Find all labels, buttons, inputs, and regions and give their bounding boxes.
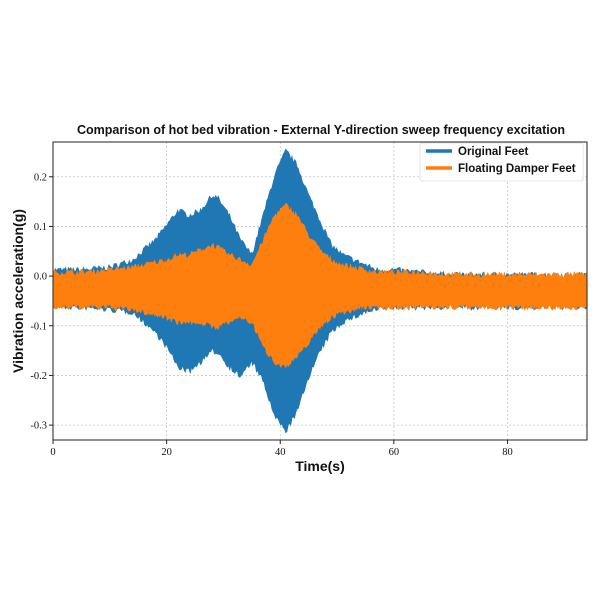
x-tick-label: 20	[161, 447, 172, 458]
y-tick-label: -0.3	[30, 421, 47, 432]
y-tick-label: -0.2	[30, 371, 47, 382]
y-tick-label: 0.1	[34, 222, 47, 233]
x-tick-label: 40	[275, 447, 286, 458]
x-tick-label: 0	[50, 447, 55, 458]
y-axis-label: Vibration acceleration(g)	[10, 209, 26, 373]
legend-box	[419, 142, 584, 182]
legend-label: Original Feet	[458, 146, 528, 158]
x-tick-label: 80	[502, 447, 513, 458]
legend: Original Feet Floating Damper Feet	[419, 142, 584, 182]
y-tick-label: 0.2	[34, 172, 47, 183]
chart-title: Comparison of hot bed vibration - Extern…	[77, 123, 565, 137]
legend-label: Floating Damper Feet	[458, 163, 576, 175]
tick-layer: 0 20 40 60 80 0.2 0.1 0.0 -0.1 -0.2 -0.3	[30, 172, 512, 458]
plot-frame	[52, 141, 588, 441]
y-tick-label: -0.1	[30, 321, 47, 332]
x-axis-label: Time(s)	[295, 458, 345, 474]
y-tick-label: 0.0	[34, 272, 47, 283]
x-tick-label: 60	[389, 447, 400, 458]
series-layer	[52, 148, 588, 434]
